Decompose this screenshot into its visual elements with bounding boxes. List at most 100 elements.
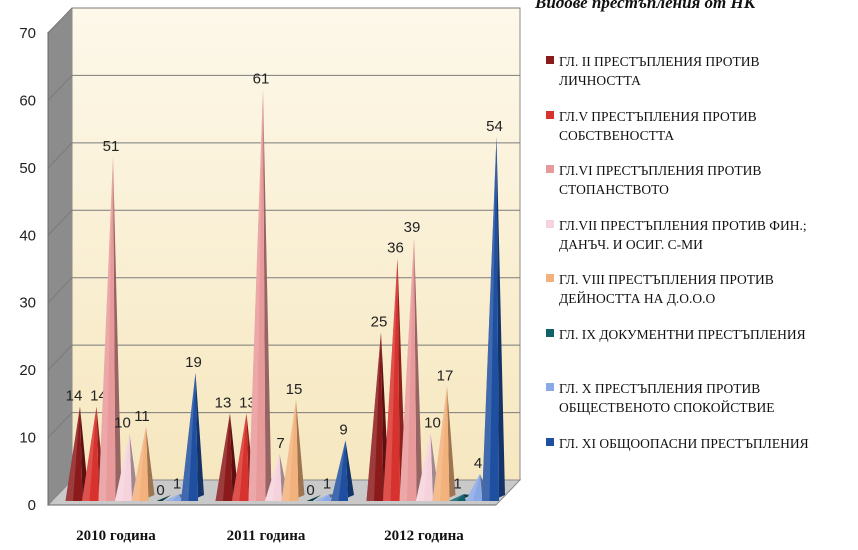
data-label: 4 (474, 455, 482, 472)
legend-label: ГЛ. II ПРЕСТЪПЛЕНИЯ ПРОТИВ ЛИЧНОСТТА (559, 54, 760, 88)
legend: ГЛ. II ПРЕСТЪПЛЕНИЯ ПРОТИВ ЛИЧНОСТТА ГЛ.V… (546, 52, 858, 488)
legend-swatch (546, 274, 554, 282)
data-label: 13 (239, 394, 256, 411)
bar (215, 413, 239, 501)
bar-side-face (140, 426, 155, 501)
data-label: 9 (339, 421, 347, 438)
data-label: 19 (185, 354, 202, 371)
data-label: 0 (156, 482, 164, 499)
data-label: 61 (253, 71, 270, 88)
data-label: 51 (103, 138, 120, 155)
bar-highlight (399, 238, 414, 501)
legend-swatch (546, 219, 554, 228)
data-label: 1 (173, 475, 181, 492)
gridline-side (47, 7, 73, 34)
legend-label: ГЛ.VII ПРЕСТЪПЛЕНИЯ ПРОТИВ ФИН.; ДАНЪЧ. … (559, 217, 807, 252)
legend-swatch (546, 56, 554, 64)
bar (98, 157, 122, 501)
legend-item: ГЛ. II ПРЕСТЪПЛЕНИЯ ПРОТИВ ЛИЧНОСТТА (546, 52, 858, 107)
bar-side-face (306, 495, 321, 501)
data-label: 1 (453, 475, 461, 492)
data-label: 7 (276, 435, 284, 452)
data-label: 39 (404, 219, 421, 236)
bar-side-face (74, 406, 89, 501)
gridline-side (47, 75, 73, 101)
legend-item: ГЛ. VIII ПРЕСТЪПЛЕНИЯ ПРОТИВ ДЕЙНОСТТА Н… (546, 270, 858, 325)
x-category-label: 2011 година (227, 528, 306, 544)
bar-highlight (82, 406, 97, 501)
data-label: 15 (286, 381, 303, 398)
bar (306, 495, 321, 501)
data-label: 1 (323, 475, 331, 492)
bar-side-face (290, 399, 305, 501)
y-tick-label: 60 (19, 92, 36, 109)
chart-title: Видове престъпления от НК (534, 0, 757, 12)
legend-swatch (546, 110, 554, 119)
bar (131, 426, 155, 501)
legend-label: ГЛ.VI ПРЕСТЪПЛЕНИЯ ПРОТИВ СТОПАНСТВОТО (559, 163, 762, 197)
bar-highlight (366, 332, 381, 501)
chart-side-wall (48, 8, 72, 505)
data-label: 10 (114, 415, 131, 432)
bar (331, 440, 354, 501)
bar (399, 238, 423, 501)
legend-item: ГЛ. IX ДОКУМЕНТНИ ПРЕСТЪПЛЕНИЯ (546, 325, 858, 380)
bar-highlight (248, 89, 263, 501)
data-label: 54 (486, 118, 503, 135)
legend-label: ГЛ. XI ОБЩООПАСНИ ПРЕСТЪПЛЕНИЯ (559, 435, 809, 451)
gridline-side (47, 412, 73, 438)
bar (482, 136, 505, 501)
bar-highlight (465, 474, 480, 501)
bar-side-face (441, 386, 456, 501)
y-tick-label: 0 (28, 497, 36, 514)
bar-highlight (314, 494, 329, 501)
legend-swatch (546, 165, 554, 173)
legend-item: ГЛ.V ПРЕСТЪПЛЕНИЯ ПРОТИВ СОБСТВЕНОСТТА (546, 107, 858, 162)
bar-highlight (265, 453, 280, 501)
y-tick-label: 20 (19, 362, 36, 379)
bar-side-face (490, 136, 505, 501)
bar-side-face (224, 413, 239, 501)
gridline-side (47, 142, 73, 169)
bar (383, 258, 406, 501)
bar-side-face (156, 495, 171, 501)
bar-side-face (339, 440, 354, 501)
legend-swatch (546, 383, 554, 391)
bar-highlight (98, 157, 113, 501)
y-tick-label: 10 (19, 430, 36, 447)
x-category-label: 2010 година (76, 528, 156, 544)
legend-label: ГЛ.V ПРЕСТЪПЛЕНИЯ ПРОТИВ СОБСТВЕНОСТТА (559, 108, 757, 143)
legend-label: ГЛ. VIII ПРЕСТЪПЛЕНИЯ ПРОТИВ ДЕЙНОСТТА Н… (559, 272, 774, 306)
bar (248, 89, 272, 501)
bar (281, 399, 305, 501)
data-label: 25 (371, 313, 388, 330)
data-label: 14 (90, 388, 107, 405)
y-tick-label: 50 (19, 160, 36, 177)
x-category-label: 2012 година (384, 528, 464, 544)
bar-side-face (189, 372, 204, 501)
bar-highlight (331, 440, 346, 501)
legend-label: ГЛ. IX ДОКУМЕНТНИ ПРЕСТЪПЛЕНИЯ (559, 326, 806, 342)
bar-highlight (65, 406, 80, 501)
bar (156, 495, 171, 501)
y-tick-label: 70 (19, 25, 36, 42)
bar-highlight (131, 426, 146, 501)
bar-highlight (383, 258, 398, 501)
bar-highlight (164, 494, 179, 501)
data-label: 10 (424, 415, 441, 432)
legend-item: ГЛ. X ПРЕСТЪПЛЕНИЯ ПРОТИВ ОБЩЕСТВЕНОТО С… (546, 379, 858, 434)
bar-highlight (115, 433, 130, 501)
bar-highlight (449, 494, 464, 501)
legend-item: ГЛ.VII ПРЕСТЪПЛЕНИЯ ПРОТИВ ФИН.; ДАНЪЧ. … (546, 216, 858, 271)
data-label: 36 (387, 239, 404, 256)
data-label: 17 (437, 367, 454, 384)
gridline-side (47, 209, 73, 236)
bar (65, 406, 89, 501)
bar-highlight (432, 386, 447, 501)
data-label: 13 (215, 394, 232, 411)
bar (181, 372, 204, 501)
bar-highlight (215, 413, 230, 501)
legend-swatch (546, 328, 554, 337)
bar-side-face (257, 89, 272, 501)
